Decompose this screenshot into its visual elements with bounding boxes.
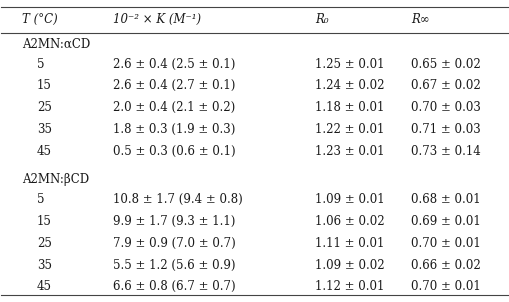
- Text: 1.11 ± 0.01: 1.11 ± 0.01: [315, 237, 385, 250]
- Text: 15: 15: [37, 215, 52, 228]
- Text: 35: 35: [37, 259, 52, 271]
- Text: 1.12 ± 0.01: 1.12 ± 0.01: [315, 280, 385, 294]
- Text: 1.8 ± 0.3 (1.9 ± 0.3): 1.8 ± 0.3 (1.9 ± 0.3): [113, 123, 235, 136]
- Text: 0.71 ± 0.03: 0.71 ± 0.03: [411, 123, 481, 136]
- Text: 1.23 ± 0.01: 1.23 ± 0.01: [315, 145, 385, 158]
- Text: 45: 45: [37, 280, 52, 294]
- Text: 1.24 ± 0.02: 1.24 ± 0.02: [315, 79, 385, 92]
- Text: 35: 35: [37, 123, 52, 136]
- Text: 1.06 ± 0.02: 1.06 ± 0.02: [315, 215, 385, 228]
- Text: A2MN:βCD: A2MN:βCD: [22, 173, 89, 186]
- Text: 5.5 ± 1.2 (5.6 ± 0.9): 5.5 ± 1.2 (5.6 ± 0.9): [113, 259, 235, 271]
- Text: 0.70 ± 0.03: 0.70 ± 0.03: [411, 101, 482, 114]
- Text: 0.68 ± 0.01: 0.68 ± 0.01: [411, 193, 481, 206]
- Text: R₀: R₀: [315, 13, 329, 26]
- Text: 25: 25: [37, 101, 52, 114]
- Text: T (°C): T (°C): [22, 13, 58, 26]
- Text: 0.70 ± 0.01: 0.70 ± 0.01: [411, 237, 481, 250]
- Text: 0.70 ± 0.01: 0.70 ± 0.01: [411, 280, 481, 294]
- Text: A2MN:αCD: A2MN:αCD: [22, 37, 90, 50]
- Text: 9.9 ± 1.7 (9.3 ± 1.1): 9.9 ± 1.7 (9.3 ± 1.1): [113, 215, 235, 228]
- Text: 5: 5: [37, 58, 44, 71]
- Text: 0.69 ± 0.01: 0.69 ± 0.01: [411, 215, 481, 228]
- Text: 45: 45: [37, 145, 52, 158]
- Text: 10.8 ± 1.7 (9.4 ± 0.8): 10.8 ± 1.7 (9.4 ± 0.8): [113, 193, 242, 206]
- Text: 0.67 ± 0.02: 0.67 ± 0.02: [411, 79, 481, 92]
- Text: 1.22 ± 0.01: 1.22 ± 0.01: [315, 123, 385, 136]
- Text: 2.0 ± 0.4 (2.1 ± 0.2): 2.0 ± 0.4 (2.1 ± 0.2): [113, 101, 235, 114]
- Text: 1.09 ± 0.02: 1.09 ± 0.02: [315, 259, 385, 271]
- Text: 2.6 ± 0.4 (2.5 ± 0.1): 2.6 ± 0.4 (2.5 ± 0.1): [113, 58, 235, 71]
- Text: 5: 5: [37, 193, 44, 206]
- Text: 0.66 ± 0.02: 0.66 ± 0.02: [411, 259, 481, 271]
- Text: R∞: R∞: [411, 13, 430, 26]
- Text: 1.09 ± 0.01: 1.09 ± 0.01: [315, 193, 385, 206]
- Text: 0.5 ± 0.3 (0.6 ± 0.1): 0.5 ± 0.3 (0.6 ± 0.1): [113, 145, 235, 158]
- Text: 15: 15: [37, 79, 52, 92]
- Text: 1.18 ± 0.01: 1.18 ± 0.01: [315, 101, 385, 114]
- Text: 0.65 ± 0.02: 0.65 ± 0.02: [411, 58, 481, 71]
- Text: 2.6 ± 0.4 (2.7 ± 0.1): 2.6 ± 0.4 (2.7 ± 0.1): [113, 79, 235, 92]
- Text: 1.25 ± 0.01: 1.25 ± 0.01: [315, 58, 385, 71]
- Text: 0.73 ± 0.14: 0.73 ± 0.14: [411, 145, 481, 158]
- Text: 25: 25: [37, 237, 52, 250]
- Text: 10⁻² × K (M⁻¹): 10⁻² × K (M⁻¹): [113, 13, 201, 26]
- Text: 6.6 ± 0.8 (6.7 ± 0.7): 6.6 ± 0.8 (6.7 ± 0.7): [113, 280, 235, 294]
- Text: 7.9 ± 0.9 (7.0 ± 0.7): 7.9 ± 0.9 (7.0 ± 0.7): [113, 237, 236, 250]
